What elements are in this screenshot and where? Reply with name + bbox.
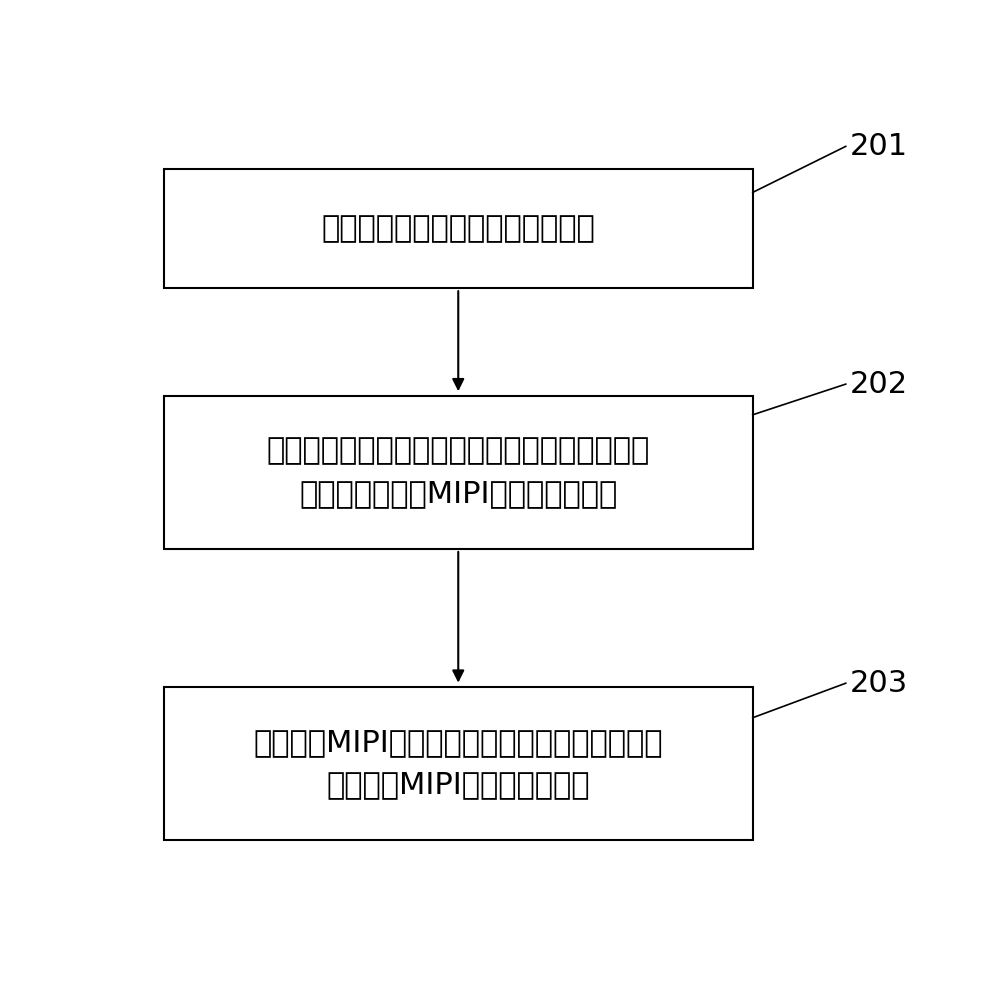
Text: 检测当前网络使用的射频通信频段: 检测当前网络使用的射频通信频段 — [321, 214, 595, 243]
Bar — [164, 169, 753, 288]
Text: 203: 203 — [850, 668, 908, 698]
Bar — [164, 395, 753, 549]
Text: 根据对应关系查找与当前网络使用的射频通信频
段对应的照相机MIPI总线的安全频率: 根据对应关系查找与当前网络使用的射频通信频 段对应的照相机MIPI总线的安全频率 — [267, 436, 650, 508]
Text: 将照相机MIPI总线的当前工作频率设置为查找到
的照相机MIPI总线的安全频率: 将照相机MIPI总线的当前工作频率设置为查找到 的照相机MIPI总线的安全频率 — [254, 728, 663, 800]
Text: 201: 201 — [850, 131, 908, 161]
Bar — [164, 687, 753, 841]
Text: 202: 202 — [850, 370, 908, 398]
